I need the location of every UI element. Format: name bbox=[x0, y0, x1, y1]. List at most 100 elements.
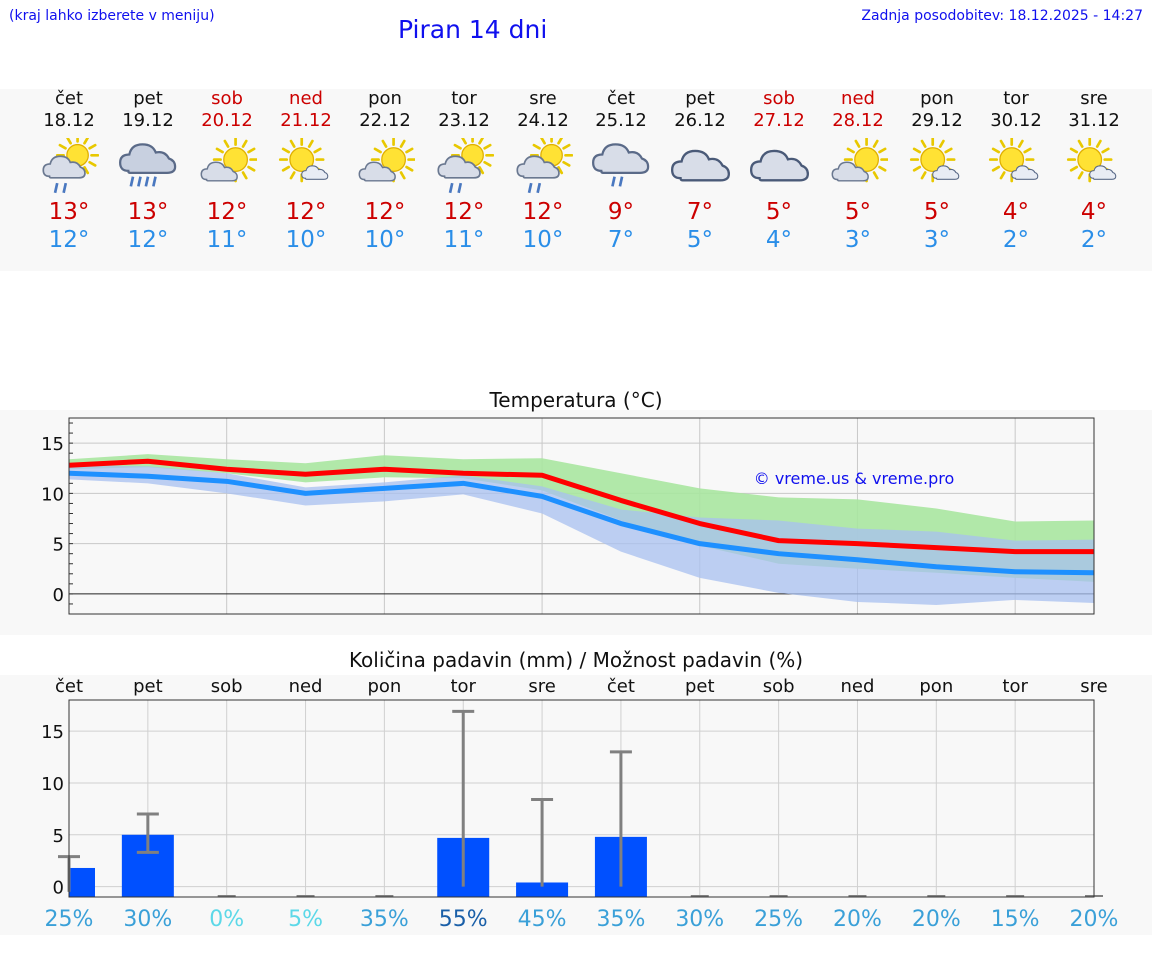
min-temp-line bbox=[68, 470, 1095, 576]
precip-probability: 30% bbox=[675, 907, 724, 932]
category-label: pon bbox=[367, 676, 401, 697]
category-label: pon bbox=[919, 676, 953, 697]
precip-bar bbox=[69, 867, 95, 897]
forecast-day-name: pet bbox=[133, 88, 163, 109]
category-label: tor bbox=[1002, 676, 1028, 697]
y-tick-label: 0 bbox=[53, 585, 64, 606]
sun-cloud-icon bbox=[355, 136, 417, 194]
category-label: tor bbox=[450, 676, 476, 697]
precip-probability: 15% bbox=[991, 907, 1040, 932]
category-label: sre bbox=[1080, 676, 1107, 697]
forecast-day: tor 30.12 4° 2° bbox=[976, 88, 1056, 254]
plot-area bbox=[69, 700, 1094, 897]
sun-cloud-rain-icon bbox=[513, 133, 574, 194]
forecast-day-name: sre bbox=[1080, 88, 1108, 109]
forecast-min-temp: 12° bbox=[48, 227, 90, 253]
page-title: Piran 14 dni bbox=[398, 15, 548, 44]
forecast-max-temp: 5° bbox=[923, 199, 951, 225]
forecast-day: pet 26.12 7° 5° bbox=[660, 88, 740, 254]
sun-cloud-rain-icon bbox=[39, 133, 100, 194]
forecast-min-temp: 12° bbox=[127, 227, 169, 253]
watermark: © vreme.us & vreme.pro bbox=[754, 469, 955, 488]
location-hint: (kraj lahko izberete v meniju) bbox=[9, 8, 215, 24]
forecast-day-name: tor bbox=[451, 88, 477, 109]
forecast-min-temp: 4° bbox=[765, 227, 793, 253]
plot-frame bbox=[68, 699, 1095, 898]
forecast-date: 23.12 bbox=[438, 110, 490, 131]
forecast-min-temp: 2° bbox=[1080, 227, 1108, 253]
sun-small-cloud-icon bbox=[907, 136, 967, 194]
category-label: sob bbox=[211, 676, 243, 697]
forecast-day-name: ned bbox=[289, 88, 323, 109]
category-label: sre bbox=[528, 676, 555, 697]
y-tick-label: 5 bbox=[53, 535, 64, 556]
forecast-day: sob 27.12 5° 4° bbox=[739, 88, 819, 254]
precip-chart: čet pet sob ned pon tor sre čet pet sob ned pon tor s… bbox=[41, 676, 1119, 932]
forecast-date: 22.12 bbox=[359, 110, 411, 131]
precip-probability: 25% bbox=[45, 907, 94, 932]
precip-probability: 5% bbox=[288, 907, 323, 932]
precip-probability: 30% bbox=[123, 907, 172, 932]
forecast-day: tor 23.12 12° 11° bbox=[424, 88, 504, 254]
min-temp-range-band bbox=[69, 465, 1094, 605]
sun-small-cloud-icon bbox=[986, 136, 1046, 194]
forecast-day-name: tor bbox=[1003, 88, 1029, 109]
forecast-date: 20.12 bbox=[201, 110, 253, 131]
forecast-min-temp: 3° bbox=[844, 227, 872, 253]
forecast-day-name: čet bbox=[606, 88, 636, 109]
y-tick-label: 15 bbox=[41, 722, 64, 743]
category-label: pet bbox=[685, 676, 715, 697]
forecast-day: čet 18.12 13° 12° bbox=[29, 88, 109, 254]
forecast-date: 27.12 bbox=[753, 110, 805, 131]
forecast-max-temp: 5° bbox=[844, 199, 872, 225]
precip-probability: 20% bbox=[912, 907, 961, 932]
forecast-date: 21.12 bbox=[280, 110, 332, 131]
forecast-day: pon 29.12 5° 3° bbox=[897, 88, 977, 254]
y-tick-label: 0 bbox=[53, 878, 64, 899]
category-label: sob bbox=[763, 676, 795, 697]
y-tick-label: 5 bbox=[53, 826, 64, 847]
forecast-date: 30.12 bbox=[990, 110, 1042, 131]
precip-probability: 35% bbox=[360, 907, 409, 932]
precip-chart-title: Količina padavin (mm) / Možnost padavin … bbox=[348, 648, 804, 672]
sun-small-cloud-icon bbox=[276, 136, 336, 194]
forecast-max-temp: 12° bbox=[285, 199, 327, 225]
sun-cloud-icon bbox=[197, 136, 259, 194]
forecast-min-temp: 10° bbox=[522, 227, 564, 253]
forecast-min-temp: 11° bbox=[443, 227, 485, 253]
forecast-date: 18.12 bbox=[43, 110, 95, 131]
forecast-date: 31.12 bbox=[1068, 110, 1120, 131]
forecast-max-temp: 12° bbox=[443, 199, 485, 225]
precip-probability: 0% bbox=[209, 907, 244, 932]
precip-probability: 55% bbox=[439, 907, 488, 932]
precip-probability: 20% bbox=[833, 907, 882, 932]
forecast-min-temp: 2° bbox=[1002, 227, 1030, 253]
sun-small-cloud-icon bbox=[1064, 136, 1124, 194]
forecast-max-temp: 7° bbox=[686, 199, 714, 225]
precip-probability: 20% bbox=[1070, 907, 1119, 932]
category-label: čet bbox=[607, 676, 635, 697]
forecast-day: sre 24.12 12° 10° bbox=[503, 88, 583, 254]
category-label: ned bbox=[841, 676, 875, 697]
y-tick-label: 15 bbox=[41, 434, 64, 455]
y-tick-label: 10 bbox=[41, 774, 64, 795]
forecast-day: čet 25.12 9° 7° bbox=[581, 88, 661, 254]
forecast-max-temp: 12° bbox=[364, 199, 406, 225]
cloud-icon bbox=[749, 138, 809, 194]
forecast-day: sre 31.12 4° 2° bbox=[1054, 88, 1134, 254]
forecast-max-temp: 4° bbox=[1002, 199, 1030, 225]
forecast-max-temp: 13° bbox=[48, 199, 90, 225]
sun-cloud-icon bbox=[828, 136, 890, 194]
forecast-day-name: pet bbox=[685, 88, 715, 109]
forecast-day: pon 22.12 12° 10° bbox=[345, 88, 425, 254]
forecast-min-temp: 11° bbox=[206, 227, 248, 253]
y-tick-label: 10 bbox=[41, 484, 64, 505]
precip-bar bbox=[516, 882, 569, 897]
cloud-icon bbox=[670, 138, 730, 194]
forecast-max-temp: 5° bbox=[765, 199, 793, 225]
forecast-day: sob 20.12 12° 11° bbox=[187, 88, 267, 254]
forecast-min-temp: 10° bbox=[285, 227, 327, 253]
plot-frame bbox=[68, 417, 1095, 615]
category-label: ned bbox=[289, 676, 323, 697]
forecast-min-temp: 5° bbox=[686, 227, 714, 253]
